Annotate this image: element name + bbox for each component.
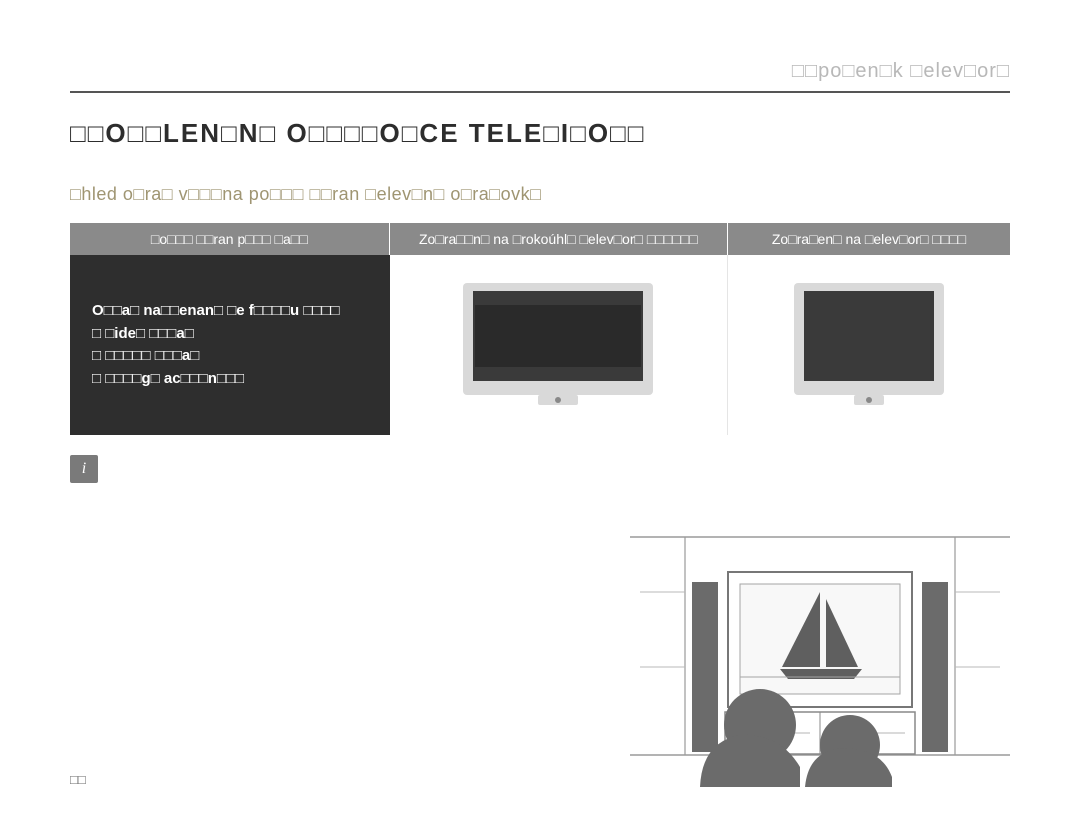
table-header-cell: Zo□ra□□n□ na □rokoúhl□ □elev□or□ □□□□□□ bbox=[390, 223, 728, 255]
note-icon: i bbox=[70, 455, 98, 483]
standard-tv-cell bbox=[728, 255, 1010, 435]
breadcrumb: □□po□en□k □elev□or□ bbox=[70, 60, 1010, 83]
table-header-cell: □o□□□ □□ran p□□□ □a□□ bbox=[70, 223, 390, 255]
wide-tv-icon bbox=[463, 283, 653, 408]
note-block: i bbox=[70, 455, 1010, 483]
section-subtitle: □hled o□ra□ v□□□na po□□□ □□ran □elev□n□ … bbox=[70, 184, 1010, 205]
page-title: □□O□□LEN□N□ O□□□□O□CE TELE□I□O□□ bbox=[70, 118, 1010, 149]
standard-tv-icon bbox=[794, 283, 944, 408]
page-number: □□ bbox=[70, 772, 86, 787]
table-header-cell: Zo□ra□en□ na □elev□or□ □□□□ bbox=[728, 223, 1010, 255]
format-line: □ □□□□g□ ac□□□n□□□ bbox=[92, 368, 368, 391]
divider-top bbox=[70, 91, 1010, 93]
table-header-row: □o□□□ □□ran p□□□ □a□□ Zo□ra□□n□ na □roko… bbox=[70, 223, 1010, 255]
format-line: O□□a□ na□□enan□ □e f□□□□u □□□□ bbox=[92, 300, 368, 323]
living-room-illustration bbox=[630, 527, 1010, 787]
wide-tv-cell bbox=[390, 255, 728, 435]
table-body-row: O□□a□ na□□enan□ □e f□□□□u □□□□ □ □ide□ □… bbox=[70, 255, 1010, 435]
format-label-cell: O□□a□ na□□enan□ □e f□□□□u □□□□ □ □ide□ □… bbox=[70, 255, 390, 435]
format-line: □ □ide□ □□□a□ bbox=[92, 323, 368, 346]
aspect-table: □o□□□ □□ran p□□□ □a□□ Zo□ra□□n□ na □roko… bbox=[70, 223, 1010, 435]
format-line: □ □□□□□ □□□a□ bbox=[92, 345, 368, 368]
